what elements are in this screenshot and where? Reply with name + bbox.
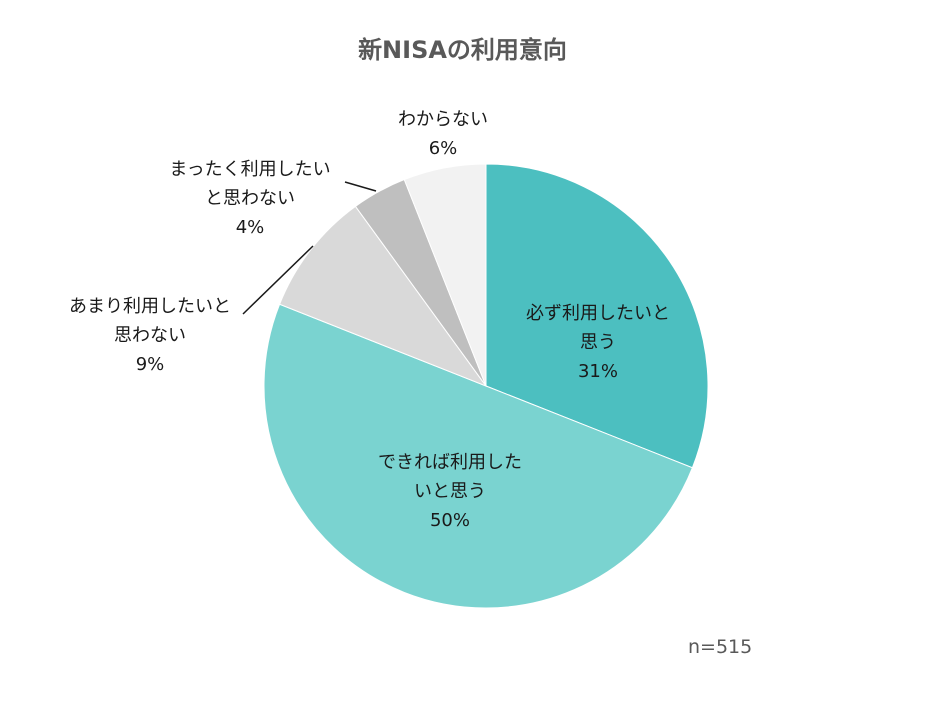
slice-label-text: 思う xyxy=(580,331,616,353)
pie-slice-4 xyxy=(403,163,487,387)
slice-label-text: まったく利用したい xyxy=(169,158,331,180)
leader-line-3 xyxy=(344,181,377,192)
slice-value-label: 9% xyxy=(135,353,165,375)
sample-size-note: n=515 xyxy=(688,636,753,658)
slice-label-4: わからない 6% xyxy=(333,105,553,163)
pie-slice-2 xyxy=(278,205,488,388)
pie-slice-0 xyxy=(485,163,709,469)
pie-slice-1 xyxy=(263,303,694,609)
slice-label-text: 思わない xyxy=(114,324,186,346)
slice-label-text: と思わない xyxy=(205,187,295,209)
chart-title: 新NISAの利用意向 xyxy=(358,36,567,64)
slice-label-0: 必ず利用したいと 思う 31% xyxy=(488,299,708,386)
slice-value-label: 4% xyxy=(235,216,265,238)
slice-label-3: まったく利用したい と思わない 4% xyxy=(140,155,360,242)
slice-label-1: できれば利用した いと思う 50% xyxy=(340,448,560,535)
slice-label-text: いと思う xyxy=(414,480,486,502)
slice-value-label: 31% xyxy=(577,360,618,382)
slice-label-text: できれば利用した xyxy=(378,451,522,473)
slice-label-text: あまり利用したいと xyxy=(69,295,231,317)
slice-value-label: 6% xyxy=(428,138,458,159)
leader-line-2 xyxy=(242,245,314,315)
slice-label-text: わからない xyxy=(398,109,488,130)
slice-value-label: 50% xyxy=(429,509,470,531)
slice-label-2: あまり利用したいと 思わない 9% xyxy=(40,292,260,379)
slice-label-text: 必ず利用したいと xyxy=(526,302,670,324)
